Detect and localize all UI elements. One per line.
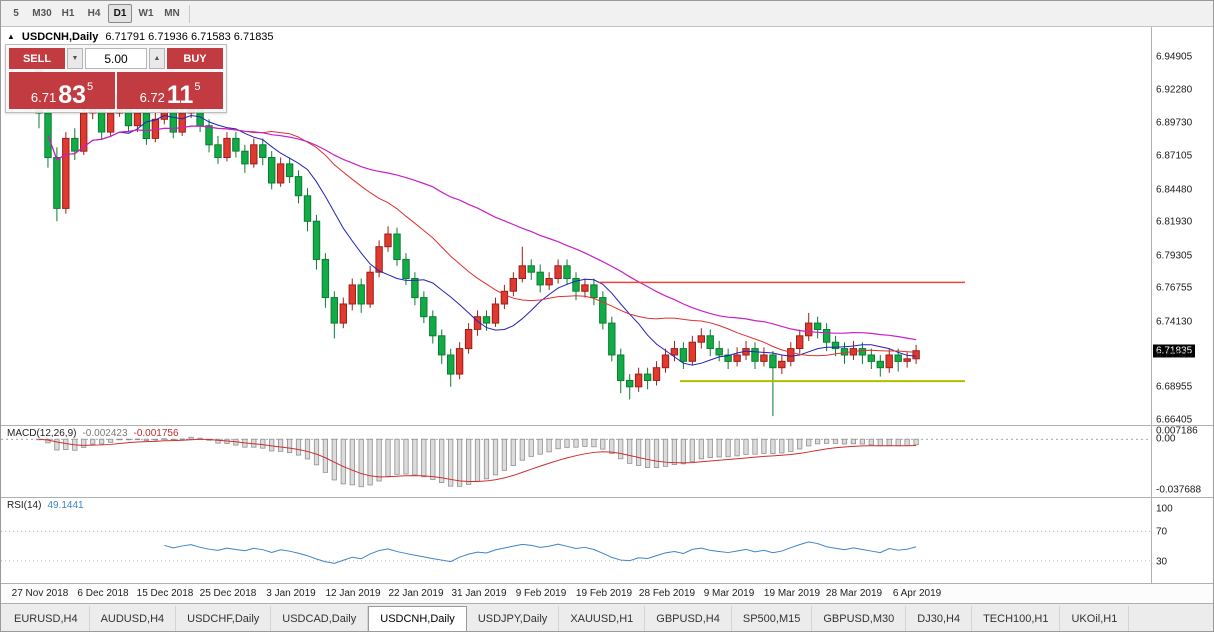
timeframe-button-h1[interactable]: H1 bbox=[61, 8, 75, 19]
macd-axis-tick: -0.037688 bbox=[1156, 484, 1202, 496]
time-axis-label: 31 Jan 2019 bbox=[451, 588, 507, 599]
timeframe-button-h4[interactable]: H4 bbox=[87, 8, 101, 19]
price-axis-tick: 6.87105 bbox=[1156, 150, 1193, 162]
macd-title: MACD(12,26,9) bbox=[7, 428, 77, 439]
triangle-down-icon: ▼ bbox=[71, 55, 79, 62]
time-axis-label: 9 Mar 2019 bbox=[703, 588, 755, 599]
chart-tab-xauusd-h1[interactable]: XAUUSD,H1 bbox=[559, 606, 646, 631]
time-axis-label: 15 Dec 2018 bbox=[136, 588, 194, 599]
sell-button[interactable]: SELL bbox=[9, 48, 65, 69]
chart-tab-ukoil-h1[interactable]: UKOil,H1 bbox=[1060, 606, 1130, 631]
chart-tab-gbpusd-m30[interactable]: GBPUSD,M30 bbox=[812, 606, 907, 631]
triangle-up-icon: ▲ bbox=[153, 55, 161, 62]
chart-tab-usdcad-daily[interactable]: USDCAD,Daily bbox=[271, 606, 369, 631]
sell-price-display[interactable]: 6.71 83 5 bbox=[9, 72, 115, 109]
chart-tab-usdjpy-daily[interactable]: USDJPY,Daily bbox=[466, 606, 560, 631]
timeframe-button-mn[interactable]: MN bbox=[164, 8, 180, 19]
timeframe-button-d1[interactable]: D1 bbox=[108, 4, 132, 23]
one-click-trading-panel: SELL ▼ 5.00 ▲ BUY 6.71 83 5 6.72 11 5 bbox=[5, 44, 227, 113]
time-axis-label: 9 Feb 2019 bbox=[515, 588, 567, 599]
macd-indicator-panel: MACD(12,26,9) -0.002423 -0.001756 0.0071… bbox=[1, 425, 1213, 497]
rsi-header: RSI(14) 49.1441 bbox=[7, 500, 84, 511]
macd-signal-value: -0.001756 bbox=[133, 428, 179, 439]
rsi-axis-tick: 100 bbox=[1156, 503, 1173, 515]
chart-tab-gbpusd-h4[interactable]: GBPUSD,H4 bbox=[645, 606, 732, 631]
toolbar-separator bbox=[189, 4, 190, 23]
buy-price-prefix: 6.72 bbox=[139, 89, 165, 105]
main-chart-panel: ▲ USDCNH,Daily 6.71791 6.71936 6.71583 6… bbox=[1, 27, 1213, 425]
price-axis-tick: 6.81930 bbox=[1156, 216, 1193, 228]
chart-tab-dj30-h4[interactable]: DJ30,H4 bbox=[906, 606, 973, 631]
price-axis-tick: 6.84480 bbox=[1156, 184, 1193, 196]
chart-symbol-label: USDCNH,Daily bbox=[21, 31, 99, 43]
time-axis-label: 25 Dec 2018 bbox=[199, 588, 257, 599]
time-axis-label: 12 Jan 2019 bbox=[325, 588, 381, 599]
time-axis[interactable]: 27 Nov 2018 6 Dec 2018 15 Dec 2018 25 Dec 2… bbox=[1, 583, 1213, 603]
one-click-panel-toggle-icon[interactable]: ▲ bbox=[7, 32, 15, 41]
rsi-indicator-panel: RSI(14) 49.1441 100 70 30 bbox=[1, 497, 1213, 583]
macd-header: MACD(12,26,9) -0.002423 -0.001756 bbox=[7, 428, 179, 439]
sell-price-prefix: 6.71 bbox=[30, 89, 57, 105]
chart-ohlc-values: 6.71791 6.71936 6.71583 6.71835 bbox=[105, 31, 274, 43]
rsi-value: 49.1441 bbox=[47, 500, 84, 511]
candlestick-chart-svg[interactable] bbox=[1, 27, 1151, 425]
chart-tab-usdchf-daily[interactable]: USDCHF,Daily bbox=[176, 606, 272, 631]
chart-tab-bar: EURUSD,H4 AUDUSD,H4 USDCHF,Daily USDCAD,Dai… bbox=[1, 603, 1213, 631]
buy-price-pipette: 5 bbox=[194, 81, 201, 93]
buy-price-big-digits: 11 bbox=[166, 81, 194, 109]
sell-price-pipette: 5 bbox=[87, 81, 94, 93]
macd-axis[interactable]: 0.007186 0.00 -0.037688 bbox=[1151, 426, 1213, 497]
chart-tab-tech100-h1[interactable]: TECH100,H1 bbox=[972, 606, 1061, 631]
buy-price-display[interactable]: 6.72 11 5 bbox=[117, 72, 223, 109]
buy-button[interactable]: BUY bbox=[167, 48, 223, 69]
rsi-axis-tick: 70 bbox=[1156, 526, 1168, 538]
time-axis-label: 22 Jan 2019 bbox=[388, 588, 444, 599]
macd-chart-svg[interactable] bbox=[1, 426, 1151, 497]
macd-main-value: -0.002423 bbox=[82, 428, 128, 439]
time-axis-label: 19 Mar 2019 bbox=[763, 588, 821, 599]
chart-tab-eurusd-h4[interactable]: EURUSD,H4 bbox=[3, 606, 90, 631]
macd-axis-tick: 0.007186 bbox=[1156, 426, 1198, 437]
rsi-title: RSI(14) bbox=[7, 500, 42, 511]
volume-decrease-button[interactable]: ▼ bbox=[67, 48, 83, 69]
price-axis-tick: 6.76755 bbox=[1156, 282, 1193, 294]
price-axis-tick: 6.79305 bbox=[1156, 250, 1193, 261]
time-axis-label: 3 Jan 2019 bbox=[266, 588, 316, 599]
volume-input[interactable]: 5.00 bbox=[85, 48, 147, 69]
price-axis-tick: 6.92280 bbox=[1156, 84, 1193, 96]
time-axis-label: 28 Feb 2019 bbox=[638, 588, 696, 599]
price-chart-plot-area[interactable]: ▲ USDCNH,Daily 6.71791 6.71936 6.71583 6… bbox=[1, 27, 1151, 425]
price-axis-tick: 6.71505 bbox=[1156, 349, 1193, 361]
timeframe-button-w1[interactable]: W1 bbox=[138, 8, 154, 19]
timeframe-button-5[interactable]: 5 bbox=[13, 8, 19, 19]
chart-header: ▲ USDCNH,Daily 6.71791 6.71936 6.71583 6… bbox=[7, 31, 274, 43]
timeframe-toolbar: 5 M30 H1 H4 D1 W1 MN bbox=[1, 1, 1213, 27]
time-axis-label: 6 Dec 2018 bbox=[77, 588, 129, 599]
rsi-plot-area[interactable]: RSI(14) 49.1441 bbox=[1, 498, 1151, 583]
time-axis-label: 19 Feb 2019 bbox=[575, 588, 633, 599]
rsi-chart-svg[interactable] bbox=[1, 498, 1151, 583]
rsi-axis[interactable]: 100 70 30 bbox=[1151, 498, 1213, 583]
price-axis[interactable]: 6.71835 6.94905 6.92280 6.89730 6.87105 6.84… bbox=[1151, 27, 1213, 425]
macd-axis-tick: 0.00 bbox=[1156, 433, 1176, 445]
sell-price-big-digits: 83 bbox=[58, 81, 86, 109]
current-price-badge: 6.71835 bbox=[1153, 344, 1196, 358]
price-axis-tick: 6.74130 bbox=[1156, 316, 1193, 327]
chart-tab-usdcnh-daily[interactable]: USDCNH,Daily bbox=[368, 606, 467, 631]
price-axis-tick: 6.94905 bbox=[1156, 51, 1193, 63]
chart-tab-sp500-m15[interactable]: SP500,M15 bbox=[731, 606, 813, 631]
rsi-axis-tick: 30 bbox=[1156, 556, 1168, 568]
price-axis-tick: 6.89730 bbox=[1156, 117, 1193, 129]
time-axis-label: 28 Mar 2019 bbox=[825, 588, 883, 599]
chart-tab-audusd-h4[interactable]: AUDUSD,H4 bbox=[89, 606, 177, 631]
time-axis-label: 27 Nov 2018 bbox=[11, 588, 69, 599]
price-axis-tick: 6.66405 bbox=[1156, 414, 1193, 425]
time-axis-label: 6 Apr 2019 bbox=[892, 588, 942, 599]
volume-increase-button[interactable]: ▲ bbox=[149, 48, 165, 69]
macd-plot-area[interactable]: MACD(12,26,9) -0.002423 -0.001756 bbox=[1, 426, 1151, 497]
timeframe-button-m30[interactable]: M30 bbox=[32, 8, 52, 19]
price-axis-tick: 6.68955 bbox=[1156, 381, 1193, 393]
